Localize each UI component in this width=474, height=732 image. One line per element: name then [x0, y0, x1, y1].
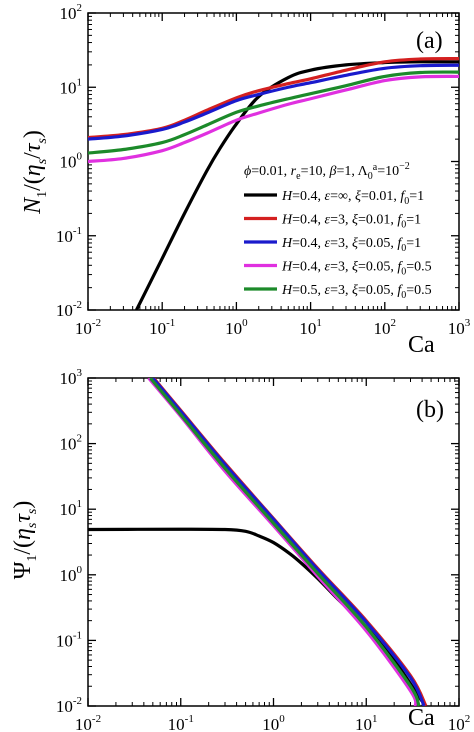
series-line	[88, 527, 424, 703]
x-tick-label: 10-1	[168, 713, 194, 732]
y-tick-label: 10-1	[56, 225, 82, 246]
y-tick-label: 101	[60, 498, 83, 519]
x-tick-label: 101	[299, 317, 322, 338]
x-tick-label: 102	[374, 317, 397, 338]
y-tick-label: 102	[60, 2, 83, 23]
y-tick-label: 10-2	[56, 299, 82, 320]
panel-a: 10-2 10-1 100 101 102 103 10-2 10-1 100 101 102 (a…	[20, 2, 471, 358]
x-tick-label: 10-2	[75, 713, 101, 732]
y-tick-label: 10-1	[56, 629, 82, 650]
y-tick-label: 102	[60, 433, 83, 454]
legend-entry: H=0.5, ε=3, ξ=0.05, f0=0.5	[281, 283, 432, 301]
y-axis-title-a: N1/(ηs/τs)	[20, 130, 50, 215]
legend: ϕ=0.01, re=10, β=1, Λ0a=10−2 H=0.4, ε=∞, …	[244, 161, 432, 301]
series-lines-a	[88, 57, 459, 310]
x-tick-label: 10-2	[75, 317, 101, 338]
panel-b: 10-2 10-1 100 101 102 10-2 10-1 100 101 102 103 (b…	[10, 367, 470, 732]
legend-entry: H=0.4, ε=3, ξ=0.05, f0=1	[281, 236, 421, 254]
x-tick-label: 103	[448, 317, 471, 338]
legend-entry: H=0.4, ε=3, ξ=0.05, f0=0.5	[281, 260, 432, 278]
series-lines-b	[88, 378, 428, 706]
series-line	[149, 378, 421, 706]
y-tick-label: 101	[60, 76, 83, 97]
x-axis-title-b: Ca	[408, 705, 435, 731]
ticks-a: 10-2 10-1 100 101 102 103 10-2 10-1 100 101 102	[56, 2, 471, 338]
y-axis-title-b: Ψ1/(ηsτs)	[10, 501, 40, 580]
ticks-b: 10-2 10-1 100 101 102 10-2 10-1 100 101 102 103	[56, 367, 470, 732]
series-line	[88, 70, 459, 155]
legend-header: ϕ=0.01, re=10, β=1, Λ0a=10−2	[244, 161, 410, 182]
legend-entry: H=0.4, ε=∞, ξ=0.01, f0=1	[281, 189, 424, 207]
y-tick-label: 10-2	[56, 695, 82, 716]
panel-label-b: (b)	[416, 397, 444, 423]
series-line	[151, 378, 426, 706]
y-tick-label: 100	[60, 151, 83, 172]
series-line	[88, 63, 459, 141]
series-line	[88, 57, 459, 140]
x-tick-label: 101	[355, 713, 378, 732]
legend-entry: H=0.4, ε=3, ξ=0.01, f0=1	[281, 213, 421, 231]
x-tick-label: 102	[448, 713, 471, 732]
series-line	[147, 378, 418, 706]
y-tick-label: 100	[60, 564, 83, 585]
x-axis-title-a: Ca	[408, 332, 435, 358]
y-tick-label: 103	[60, 367, 83, 388]
panel-label-a: (a)	[416, 28, 443, 54]
series-line	[88, 74, 459, 164]
x-tick-label: 100	[262, 713, 285, 732]
x-tick-label: 100	[225, 317, 248, 338]
x-tick-label: 10-1	[149, 317, 175, 338]
